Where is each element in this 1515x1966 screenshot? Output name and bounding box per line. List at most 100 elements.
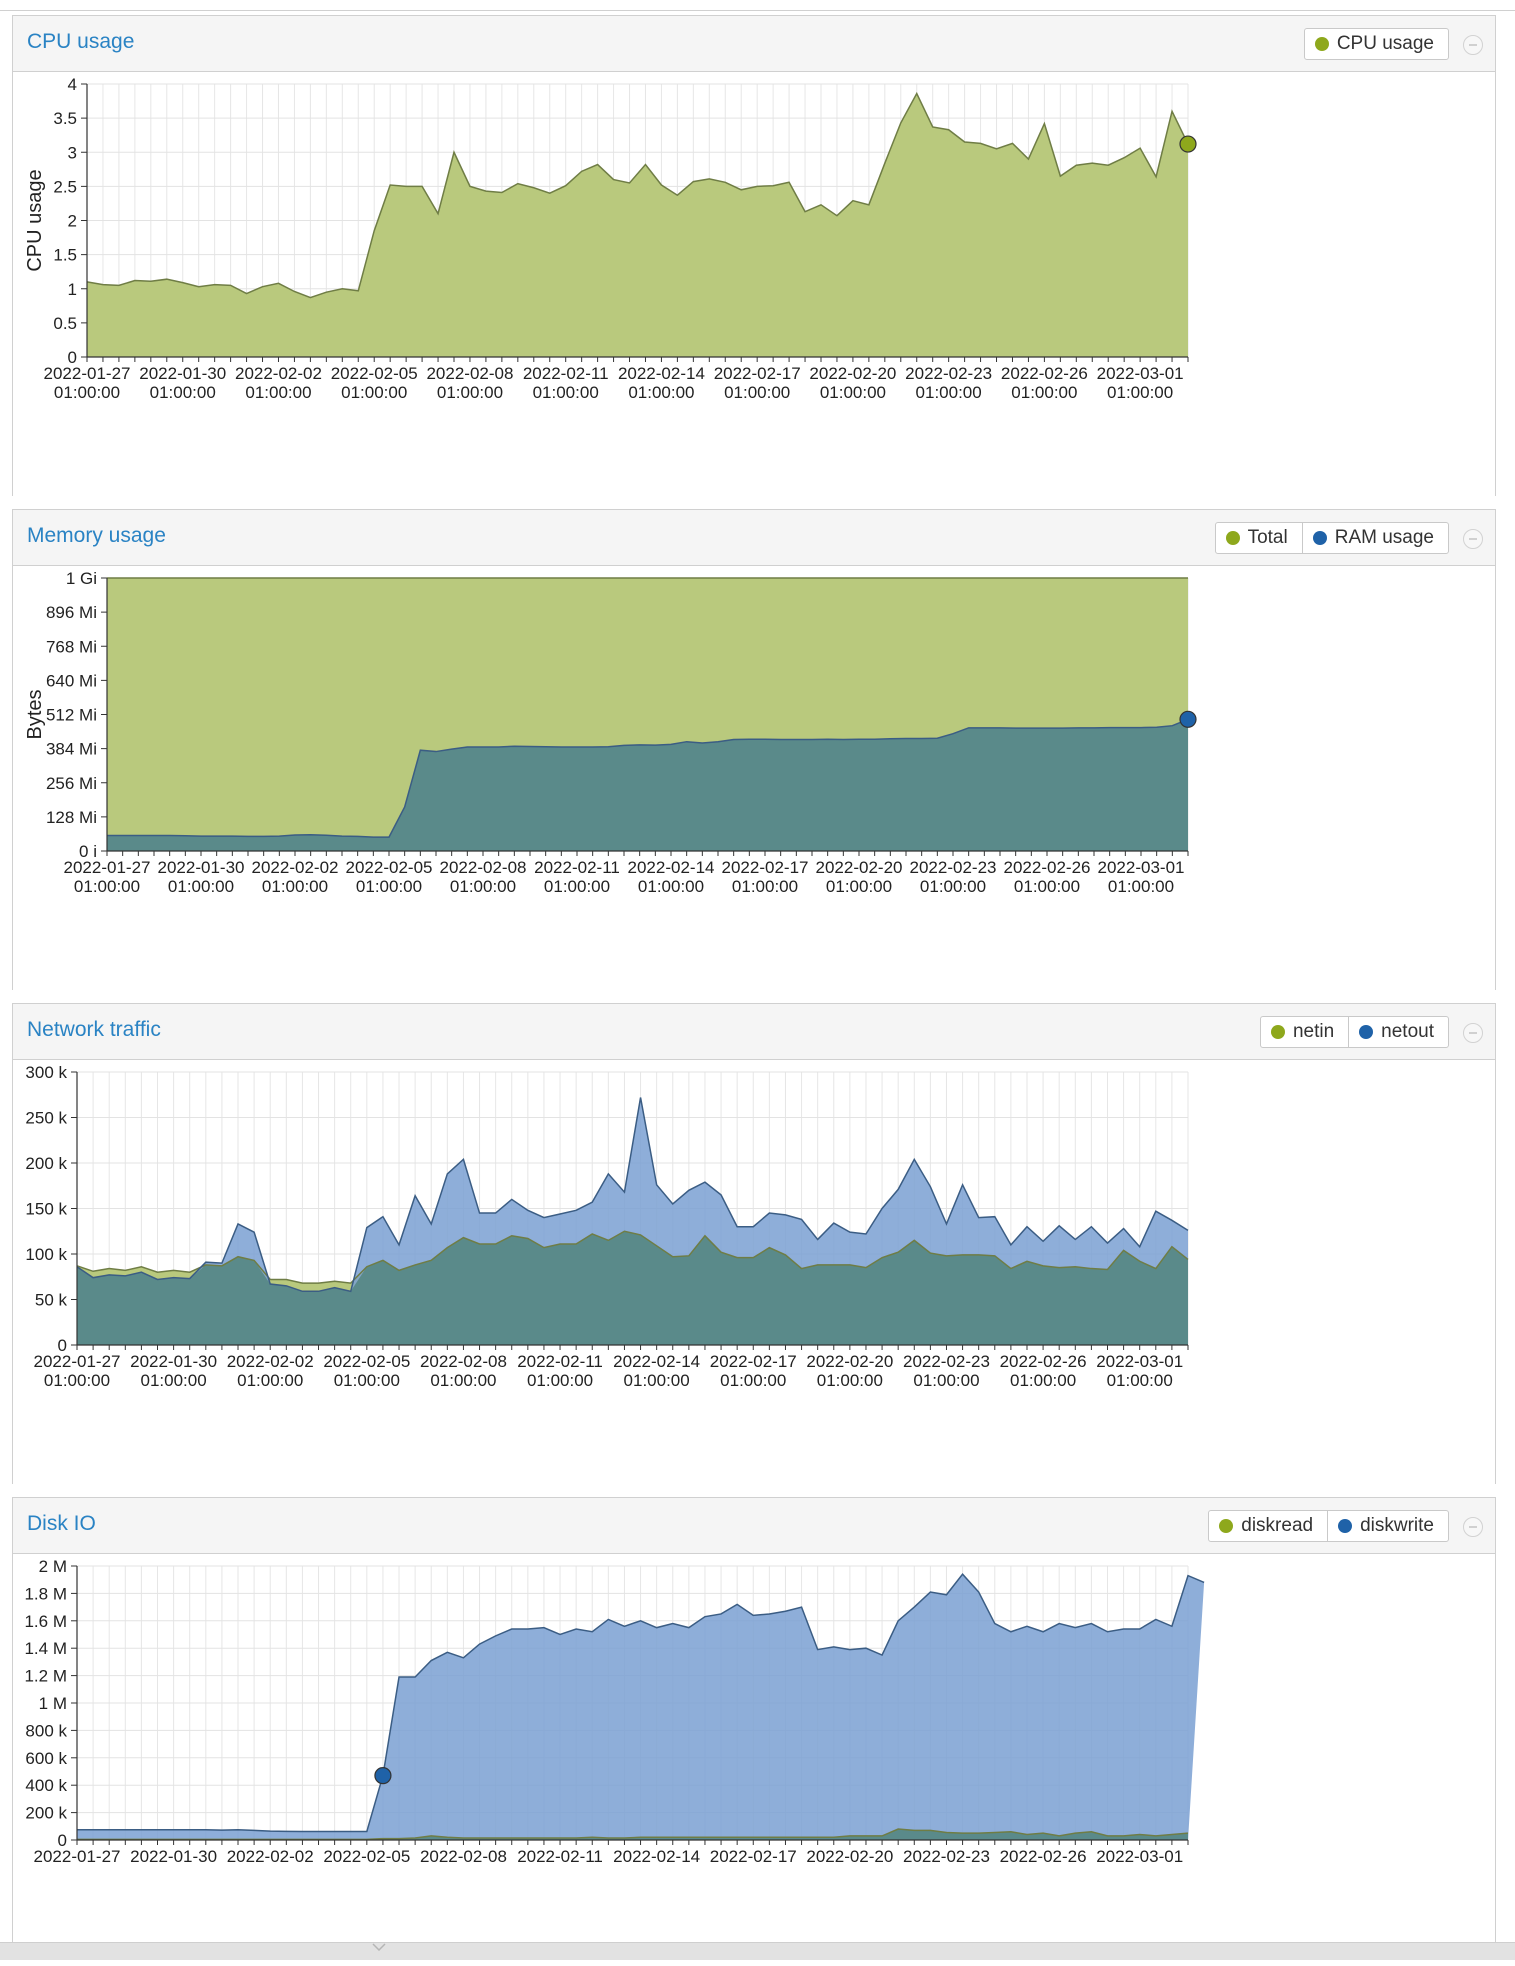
legend-item-cpu-usage[interactable]: CPU usage bbox=[1303, 28, 1449, 60]
x-tick-label-date: 2022-03-01 bbox=[1097, 364, 1184, 383]
chart-legend: netin netout bbox=[1259, 1016, 1449, 1048]
y-tick-label: 200 k bbox=[25, 1154, 67, 1173]
cpu-usage-chart: 00.511.522.533.542022-01-2701:00:002022-… bbox=[24, 75, 1197, 402]
y-tick-label: 1 bbox=[68, 280, 77, 299]
panel-header: CPU usage CPU usage bbox=[13, 16, 1495, 71]
collapse-icon[interactable] bbox=[1463, 1517, 1483, 1537]
x-tick-label-date: 2022-02-11 bbox=[517, 1847, 603, 1866]
x-tick-label-date: 2022-02-05 bbox=[331, 364, 418, 383]
x-tick-label-time: 01:00:00 bbox=[916, 383, 982, 402]
x-tick-label-date: 2022-02-17 bbox=[722, 858, 809, 877]
x-tick-label-date: 2022-01-30 bbox=[130, 1847, 217, 1866]
y-tick-label: 1.2 M bbox=[24, 1667, 67, 1686]
x-tick-label-date: 2022-02-11 bbox=[517, 1352, 603, 1371]
memory-usage-chart: 0 i 128 Mi 256 Mi 384 Mi 512 Mi 640 Mi 768 Mi 8… bbox=[24, 569, 1197, 896]
hover-data-point bbox=[1179, 135, 1197, 153]
legend-label: netin bbox=[1292, 1021, 1335, 1042]
chevron-down-icon[interactable] bbox=[372, 1943, 386, 1951]
x-tick-label-time: 01:00:00 bbox=[74, 877, 140, 896]
chart-legend: diskread diskwrite bbox=[1208, 1510, 1449, 1542]
x-tick-label-date: 2022-02-05 bbox=[323, 1847, 410, 1866]
legend-marker-icon bbox=[1219, 1519, 1234, 1533]
x-tick-label-time: 01:00:00 bbox=[527, 1371, 593, 1390]
x-tick-label-date: 2022-03-01 bbox=[1096, 1847, 1183, 1866]
legend-item-diskread[interactable]: diskread bbox=[1208, 1510, 1329, 1542]
x-tick-label-time: 01:00:00 bbox=[533, 383, 599, 402]
x-tick-label-date: 2022-02-02 bbox=[252, 858, 339, 877]
chart-area: 0 i 128 Mi 256 Mi 384 Mi 512 Mi 640 Mi 768 Mi 8… bbox=[13, 565, 1495, 990]
x-tick-label-time: 01:00:00 bbox=[437, 383, 503, 402]
legend-marker-icon bbox=[1338, 1519, 1353, 1533]
legend-marker-icon bbox=[1270, 1025, 1285, 1039]
y-tick-label: 3 bbox=[68, 143, 77, 162]
series-area-cpu-usage bbox=[87, 93, 1188, 358]
legend-label: Total bbox=[1247, 527, 1288, 548]
x-tick-label-time: 01:00:00 bbox=[826, 877, 892, 896]
y-tick-label: 0 bbox=[68, 348, 77, 367]
x-tick-label-date: 2022-02-14 bbox=[618, 364, 705, 383]
hover-data-point bbox=[374, 1767, 392, 1785]
series-overlap-area bbox=[77, 1231, 1188, 1345]
x-tick-label-date: 2022-01-30 bbox=[130, 1352, 217, 1371]
panel-header: Disk IO diskread diskwrite bbox=[13, 1498, 1495, 1553]
x-tick-label-date: 2022-01-30 bbox=[158, 858, 245, 877]
x-tick-label-date: 2022-02-11 bbox=[534, 858, 620, 877]
panel-title: CPU usage bbox=[27, 30, 135, 53]
panel-title: Memory usage bbox=[27, 524, 166, 547]
chart-area: 0 50 k 100 k 150 k 200 k 250 k 300 k 2022-01-27… bbox=[13, 1059, 1495, 1484]
x-tick-label-date: 2022-02-08 bbox=[440, 858, 527, 877]
legend-item-netout[interactable]: netout bbox=[1348, 1016, 1449, 1048]
x-tick-label-date: 2022-02-14 bbox=[628, 858, 715, 877]
x-tick-label-time: 01:00:00 bbox=[150, 383, 216, 402]
x-tick-label-date: 2022-02-05 bbox=[323, 1352, 410, 1371]
y-tick-label: 600 k bbox=[25, 1749, 67, 1768]
x-tick-label-date: 2022-02-23 bbox=[905, 364, 992, 383]
y-tick-label: 0 bbox=[58, 1336, 67, 1355]
panel-header: Memory usage Total RAM usage bbox=[13, 510, 1495, 565]
legend-label: CPU usage bbox=[1336, 33, 1434, 54]
legend-marker-icon bbox=[1359, 1025, 1374, 1039]
y-tick-label: 1.4 M bbox=[24, 1639, 67, 1658]
x-tick-label-date: 2022-01-27 bbox=[34, 1847, 121, 1866]
x-tick-label-date: 2022-02-17 bbox=[714, 364, 801, 383]
y-tick-label: 384 Mi bbox=[46, 740, 97, 759]
x-tick-label-date: 2022-02-20 bbox=[809, 364, 896, 383]
chart-area: 0 0.5 1 1.5 2 2.5 3 3.5 4 2022-01-27 01:00:00 2022-… bbox=[13, 71, 1495, 496]
x-tick-label-time: 01:00:00 bbox=[1108, 877, 1174, 896]
legend-item-netin[interactable]: netin bbox=[1259, 1016, 1350, 1048]
series-line-netout bbox=[76, 1097, 1189, 1293]
hover-data-point bbox=[1179, 710, 1197, 728]
collapse-icon[interactable] bbox=[1463, 529, 1483, 549]
x-tick-label-date: 2022-01-30 bbox=[139, 364, 226, 383]
collapse-icon[interactable] bbox=[1463, 35, 1483, 55]
x-tick-label-date: 2022-03-01 bbox=[1096, 1352, 1183, 1371]
y-tick-label: 50 k bbox=[35, 1291, 68, 1310]
x-tick-label-time: 01:00:00 bbox=[237, 1371, 303, 1390]
top-divider bbox=[0, 10, 1515, 11]
bottom-scrollbar[interactable] bbox=[0, 1942, 1515, 1960]
x-tick-label-date: 2022-02-08 bbox=[426, 364, 513, 383]
y-tick-label: 1 M bbox=[39, 1694, 67, 1713]
legend-marker-icon bbox=[1225, 531, 1240, 545]
y-axis-title: Bytes bbox=[24, 689, 46, 739]
y-tick-label: 1 Gi bbox=[66, 569, 97, 588]
legend-item-diskwrite[interactable]: diskwrite bbox=[1327, 1510, 1449, 1542]
legend-label: diskread bbox=[1241, 1515, 1314, 1536]
x-tick-label-time: 01:00:00 bbox=[54, 383, 120, 402]
chart-area: 0 200 k 400 k 600 k 800 k 1 M 1.2 M 1.4 M 1.6 M 1… bbox=[13, 1553, 1495, 1961]
legend-item-total[interactable]: Total bbox=[1214, 522, 1303, 554]
y-tick-label: 896 Mi bbox=[46, 603, 97, 622]
x-tick-label-time: 01:00:00 bbox=[341, 383, 407, 402]
y-tick-label: 2 bbox=[68, 212, 77, 231]
y-tick-label: 200 k bbox=[25, 1804, 67, 1823]
collapse-icon[interactable] bbox=[1463, 1023, 1483, 1043]
legend-item-ram-usage[interactable]: RAM usage bbox=[1301, 522, 1449, 554]
x-tick-label-date: 2022-02-20 bbox=[816, 858, 903, 877]
x-tick-label-date: 2022-02-08 bbox=[420, 1847, 507, 1866]
x-tick-label-time: 01:00:00 bbox=[1107, 383, 1173, 402]
x-tick-label-time: 01:00:00 bbox=[168, 877, 234, 896]
x-tick-label-time: 01:00:00 bbox=[544, 877, 610, 896]
network-traffic-panel: Network traffic netin netout 0 50 k 100 k 1… bbox=[12, 1003, 1496, 1484]
x-tick-label-date: 2022-02-14 bbox=[613, 1847, 700, 1866]
x-tick-label-date: 2022-02-05 bbox=[346, 858, 433, 877]
